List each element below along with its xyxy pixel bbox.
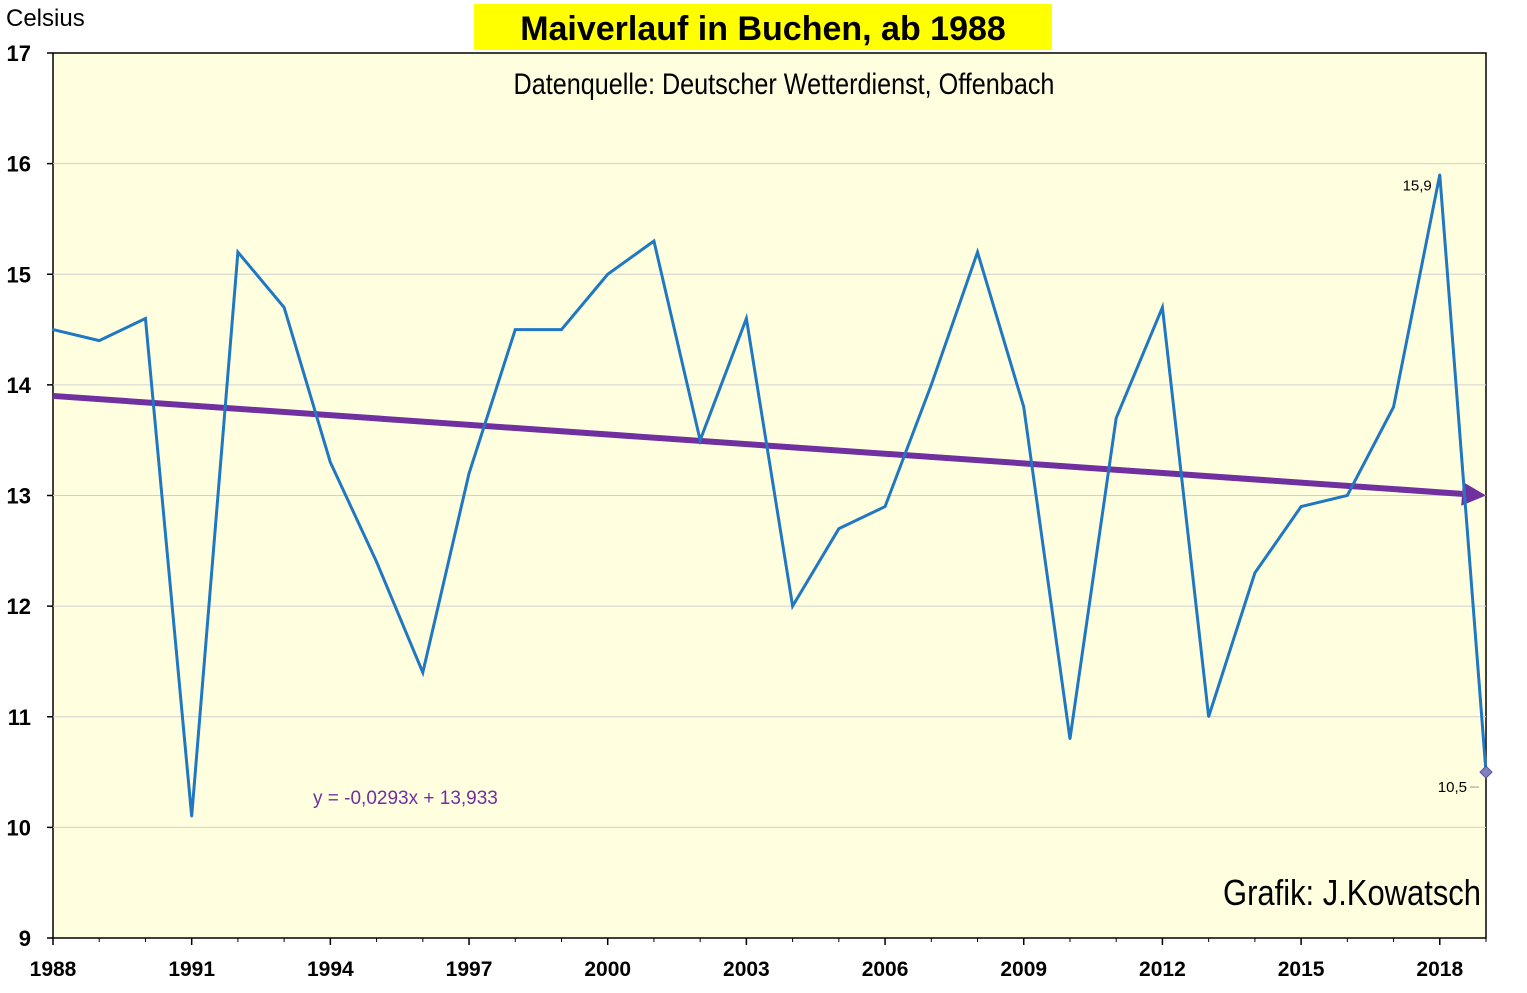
trend-arrowhead <box>1461 481 1486 506</box>
data-point <box>930 383 933 387</box>
data-point <box>514 328 517 331</box>
data-point <box>236 250 240 254</box>
data-point <box>467 472 471 475</box>
data-point <box>144 317 147 320</box>
data-point <box>51 328 55 331</box>
data-point <box>883 505 887 508</box>
data-point <box>560 328 563 331</box>
data-point <box>421 671 425 674</box>
data-point <box>375 560 378 564</box>
x-tick-label: 2000 <box>584 958 631 981</box>
data-label-layer: 15,9 10,5 <box>1403 178 1479 796</box>
data-point <box>1438 173 1441 176</box>
data-point <box>837 527 841 530</box>
data-point <box>1392 405 1395 409</box>
y-tick-label: 10 <box>7 815 31 840</box>
y-axis-label: Celsius <box>6 5 85 32</box>
grid <box>53 163 1486 828</box>
x-tick-label: 1991 <box>168 958 215 981</box>
trend-equation: y = -0,0293x + 13,933 <box>313 788 498 809</box>
y-tick-label: 14 <box>7 373 32 398</box>
x-tick-label: 1994 <box>307 958 354 981</box>
trend-layer <box>52 392 1486 506</box>
data-label: 15,9 <box>1403 178 1432 195</box>
series-layer <box>51 173 1493 818</box>
trend-line <box>52 392 1463 497</box>
data-point <box>745 317 748 320</box>
series-line <box>52 174 1488 817</box>
axes: 9 10 11 12 13 14 15 16 17 1988 1991 1994 1997 2000 200… <box>7 41 1487 981</box>
data-point <box>329 461 332 464</box>
data-point <box>1346 494 1349 497</box>
data-point <box>1299 505 1303 508</box>
end-point-marker <box>1479 765 1493 779</box>
x-tick-label: 2015 <box>1278 958 1325 981</box>
chart-subtitle: Datenquelle: Deutscher Wetterdienst, Off… <box>514 67 1055 101</box>
y-tick-label: 11 <box>8 705 31 730</box>
chart-title: Maiverlauf in Buchen, ab 1988 <box>520 10 1006 48</box>
x-tick-label: 2018 <box>1416 958 1463 981</box>
y-tick-label: 13 <box>7 484 31 509</box>
y-tick-label: 17 <box>7 41 31 66</box>
x-tick-label: 1988 <box>30 958 77 981</box>
y-tick-label: 15 <box>7 262 31 287</box>
data-label: 10,5 <box>1438 779 1467 796</box>
data-point <box>698 438 702 442</box>
data-point <box>1253 571 1257 575</box>
y-tick-label: 16 <box>7 152 31 177</box>
x-tick-label: 1997 <box>446 958 493 981</box>
data-point <box>652 239 656 243</box>
x-tick-label: 2006 <box>862 958 909 981</box>
data-point <box>976 250 979 254</box>
data-point <box>190 815 193 818</box>
data-point <box>1207 715 1210 718</box>
data-point <box>282 306 286 309</box>
x-tick-label: 2003 <box>723 958 770 981</box>
x-tick-label: 2012 <box>1139 958 1186 981</box>
data-point <box>1161 306 1164 309</box>
data-point <box>1114 416 1118 420</box>
y-tick-label: 12 <box>7 594 31 619</box>
title-background <box>474 4 1052 50</box>
credit-label: Grafik: J.Kowatsch <box>1223 874 1481 914</box>
x-tick-label: 2009 <box>1000 958 1047 981</box>
data-point <box>98 339 101 342</box>
data-point <box>1068 737 1072 741</box>
data-point <box>606 273 609 276</box>
y-tick-label: 9 <box>19 926 31 951</box>
data-point <box>791 604 794 608</box>
data-point <box>1022 405 1025 409</box>
